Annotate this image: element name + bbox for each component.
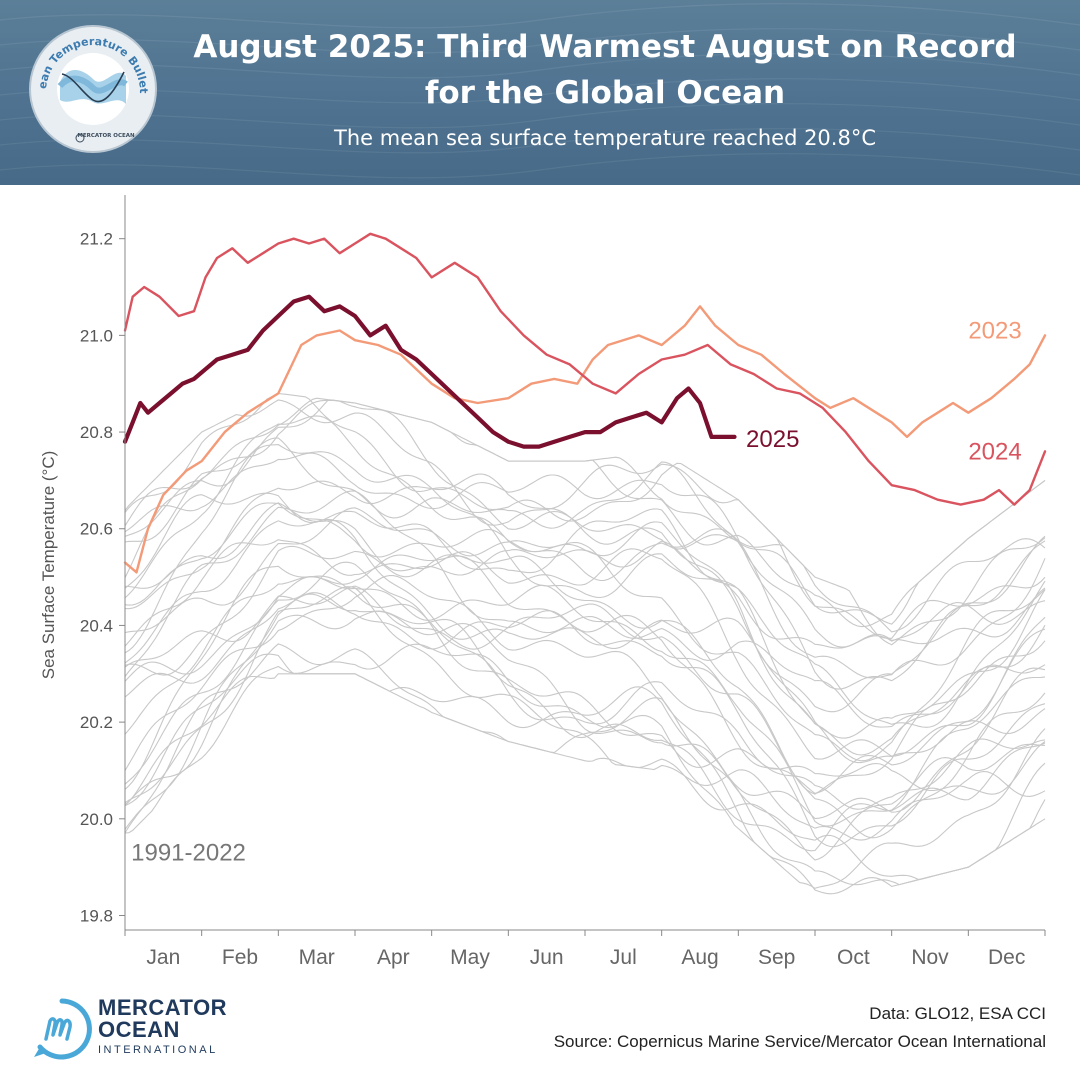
historical-year-line [124, 397, 1046, 633]
historical-year-line [124, 507, 1046, 762]
y-tick-label: 19.8 [80, 906, 113, 925]
x-tick-label-mar: Mar [299, 946, 335, 969]
y-axis-label: Sea Surface Temperature (°C) [39, 451, 58, 680]
historical-year-line [124, 565, 1046, 795]
logo-word-international: INTERNATIONAL [98, 1044, 218, 1056]
title-line-1: August 2025: Third Warmest August on Rec… [193, 29, 1017, 65]
historical-year-line [124, 673, 1046, 895]
x-tick-label-jun: Jun [530, 946, 564, 969]
historical-year-line [124, 444, 1046, 654]
historical-year-line [124, 574, 1046, 820]
historical-year-line [124, 492, 1046, 728]
historical-year-line [124, 554, 1046, 795]
historical-year-line [124, 586, 1046, 841]
historical-year-line [124, 561, 1046, 810]
y-tick-label: 20.0 [80, 810, 113, 829]
source-credit: Source: Copernicus Marine Service/Mercat… [553, 1032, 1046, 1051]
y-tick-label: 20.8 [80, 423, 113, 442]
historical-year-line [124, 502, 1046, 739]
annotation-2024: 2024 [968, 438, 1021, 465]
y-tick-label: 20.6 [80, 520, 113, 539]
historical-lines-group [124, 392, 1046, 895]
sst-line-chart: 19.8 20.0 20.2 20.4 20.6 20.8 21.0 21.2 Jan Feb Ma… [39, 195, 1047, 969]
annotation-2023: 2023 [968, 318, 1021, 345]
header-wave-pattern [0, 2, 1080, 179]
historical-year-line [124, 490, 1046, 728]
historical-year-line [124, 643, 1046, 881]
bulletin-badge-icon: Ocean Temperature Bulletin MERCATOR OCEA… [28, 24, 157, 153]
historical-year-line [124, 452, 1046, 690]
historical-year-line [124, 593, 1046, 861]
x-tick-label-jul: Jul [610, 946, 637, 969]
series-line-2023 [123, 305, 1047, 574]
historical-year-line [124, 545, 1046, 795]
header-banner: Ocean Temperature Bulletin MERCATOR OCEA… [0, 0, 1080, 185]
historical-year-line [124, 610, 1046, 852]
y-tick-label: 20.2 [80, 713, 113, 732]
title-line-2: for the Global Ocean [424, 75, 786, 111]
logo-word-ocean: OCEAN [98, 1017, 180, 1042]
y-tick-label: 21.0 [80, 326, 113, 345]
annotation-2025: 2025 [746, 426, 799, 453]
series-line-2025 [122, 294, 737, 449]
mercator-logo: MERCATOR OCEAN INTERNATIONAL [30, 995, 270, 1065]
historical-year-line [124, 653, 1046, 886]
x-tick-label-jan: Jan [146, 946, 180, 969]
historical-year-line [124, 399, 1046, 625]
historical-year-line [124, 576, 1046, 827]
x-tick-label-dec: Dec [988, 946, 1025, 969]
x-tick-label-nov: Nov [911, 946, 949, 969]
annotation-historical: 1991-2022 [131, 840, 246, 867]
historical-year-line [124, 415, 1046, 648]
badge-org-text: MERCATOR OCEAN [77, 133, 135, 139]
page-title: August 2025: Third Warmest August on Rec… [130, 24, 1080, 116]
x-tick-label-may: May [450, 946, 490, 969]
x-tick-label-apr: Apr [377, 946, 410, 969]
historical-year-line [124, 437, 1046, 679]
credits: Data: GLO12, ESA CCI Source: Copernicus … [554, 1000, 1046, 1056]
x-tick-label-sep: Sep [758, 946, 795, 969]
y-tick-label: 20.4 [80, 616, 113, 635]
mercator-logo-icon [34, 998, 92, 1060]
historical-year-line [124, 539, 1046, 760]
historical-year-line [124, 399, 1046, 646]
historical-year-line [124, 592, 1046, 848]
y-tick-label: 21.2 [80, 230, 113, 249]
data-credit: Data: GLO12, ESA CCI [869, 1004, 1046, 1023]
logo-word-mercator: MERCATOR [98, 995, 228, 1020]
x-tick-label-oct: Oct [837, 946, 870, 969]
series-line-2024 [123, 232, 1047, 506]
page-subtitle: The mean sea surface temperature reached… [334, 126, 876, 150]
x-tick-label-aug: Aug [681, 946, 718, 969]
x-tick-label-feb: Feb [222, 946, 258, 969]
historical-year-line [124, 643, 1046, 889]
